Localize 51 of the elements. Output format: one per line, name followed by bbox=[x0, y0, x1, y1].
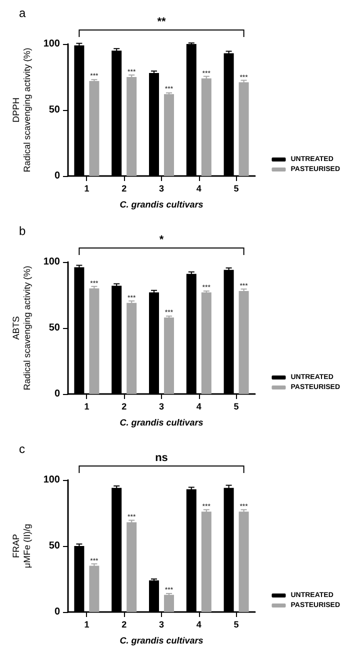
y-tick-label: 100 bbox=[43, 474, 60, 486]
bar bbox=[201, 512, 212, 612]
x-tick-label: 4 bbox=[196, 184, 202, 194]
x-tick-label: 2 bbox=[122, 620, 127, 630]
bar bbox=[126, 522, 137, 612]
x-tick-label: 5 bbox=[234, 184, 239, 194]
x-tick-label: 2 bbox=[122, 402, 127, 412]
bar bbox=[238, 291, 249, 394]
y-tick-label: 100 bbox=[43, 38, 60, 50]
bar bbox=[126, 302, 137, 394]
text: ** bbox=[157, 16, 166, 28]
y-tick-label: 50 bbox=[48, 322, 60, 334]
bar bbox=[89, 566, 100, 612]
y-tick-label: 50 bbox=[48, 540, 60, 552]
x-tick-label: 2 bbox=[122, 184, 127, 194]
y-tick-label: 0 bbox=[54, 606, 60, 618]
x-tick-label: 5 bbox=[234, 620, 239, 630]
bar bbox=[201, 78, 212, 176]
bar bbox=[238, 82, 249, 176]
y-axis-title: DPPH Radical scavenging activity (%) bbox=[10, 48, 32, 172]
y-axis-title: ABTS Radical scavenging activity (%) bbox=[10, 266, 32, 390]
text: ns bbox=[155, 452, 168, 464]
x-tick-label: 1 bbox=[84, 620, 90, 630]
y-tick-label: 0 bbox=[54, 388, 60, 400]
x-axis-title: C. grandis cultivars bbox=[120, 636, 204, 646]
bar bbox=[164, 317, 174, 394]
x-axis-title: C. grandis cultivars bbox=[120, 418, 204, 428]
x-tick-label: 1 bbox=[84, 402, 90, 412]
bar bbox=[201, 292, 212, 394]
text: * bbox=[159, 234, 164, 246]
bar bbox=[126, 77, 137, 176]
y-tick-label: 50 bbox=[48, 104, 60, 116]
x-tick-label: 3 bbox=[158, 402, 164, 412]
y-tick-label: 100 bbox=[43, 256, 60, 268]
y-axis-title: FRAP μMFe (II)/g bbox=[10, 524, 32, 568]
bar bbox=[164, 594, 174, 612]
y-tick-label: 0 bbox=[54, 170, 60, 182]
x-axis-title: C. grandis cultivars bbox=[120, 200, 204, 210]
chart-title: a bbox=[19, 6, 26, 20]
chart-title: c bbox=[19, 442, 25, 456]
bar bbox=[89, 288, 100, 394]
chart-title: b bbox=[19, 224, 26, 238]
x-tick-label: 4 bbox=[196, 620, 202, 630]
x-tick-label: 3 bbox=[158, 620, 164, 630]
x-tick-label: 4 bbox=[196, 402, 202, 412]
x-tick-label: 5 bbox=[234, 402, 239, 412]
x-tick-label: 3 bbox=[158, 184, 164, 194]
bar bbox=[89, 80, 100, 176]
x-tick-label: 1 bbox=[84, 184, 90, 194]
bar bbox=[238, 512, 249, 612]
bar bbox=[164, 94, 174, 176]
